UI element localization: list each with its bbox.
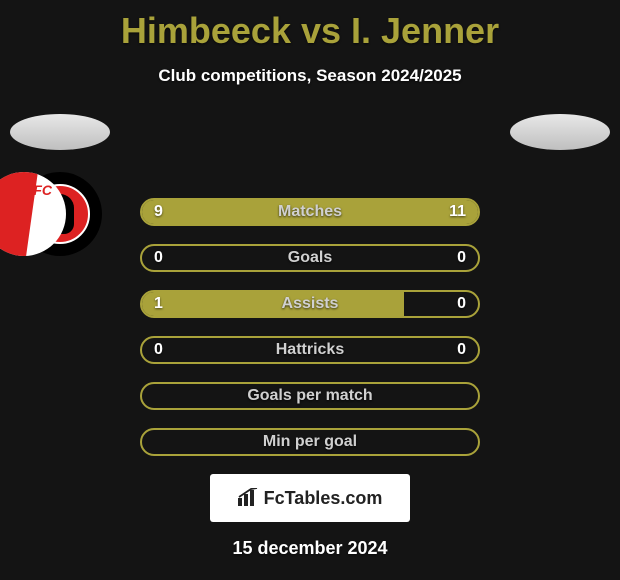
page-subtitle: Club competitions, Season 2024/2025 <box>0 66 620 86</box>
comparison-panel: FC Matches911Goals00Assists10Hattricks00… <box>0 114 620 456</box>
stat-row: Goals per match <box>140 382 480 410</box>
stat-value-right: 11 <box>437 200 478 224</box>
stat-label: Hattricks <box>142 338 478 362</box>
stat-label: Assists <box>142 292 478 316</box>
stat-row: Assists1 0 <box>140 290 480 318</box>
stat-row: Goals0 0 <box>140 244 480 272</box>
date-label: 15 december 2024 <box>0 538 620 559</box>
brand-badge: FcTables.com <box>210 474 410 522</box>
stat-value-right: 0 <box>445 292 478 316</box>
brand-text: FcTables.com <box>264 488 383 509</box>
player-avatar-left <box>10 114 110 150</box>
stat-value-right: 0 <box>445 338 478 362</box>
stat-label: Matches <box>142 200 478 224</box>
page-title: Himbeeck vs I. Jenner <box>0 0 620 52</box>
stat-value-left: 9 <box>142 200 175 224</box>
player-avatar-right <box>510 114 610 150</box>
stat-label: Min per goal <box>142 430 478 454</box>
stat-row: Min per goal <box>140 428 480 456</box>
stat-label: Goals per match <box>142 384 478 408</box>
stat-value-left: 0 <box>142 246 175 270</box>
stat-bars: Matches911Goals00Assists10Hattricks00Goa… <box>140 198 480 456</box>
chart-icon <box>238 488 258 509</box>
stat-row: Hattricks0 0 <box>140 336 480 364</box>
stat-value-left: 1 <box>142 292 175 316</box>
stat-value-left: 0 <box>142 338 175 362</box>
stat-row: Matches9 11 <box>140 198 480 226</box>
stat-value-right: 0 <box>445 246 478 270</box>
stat-label: Goals <box>142 246 478 270</box>
